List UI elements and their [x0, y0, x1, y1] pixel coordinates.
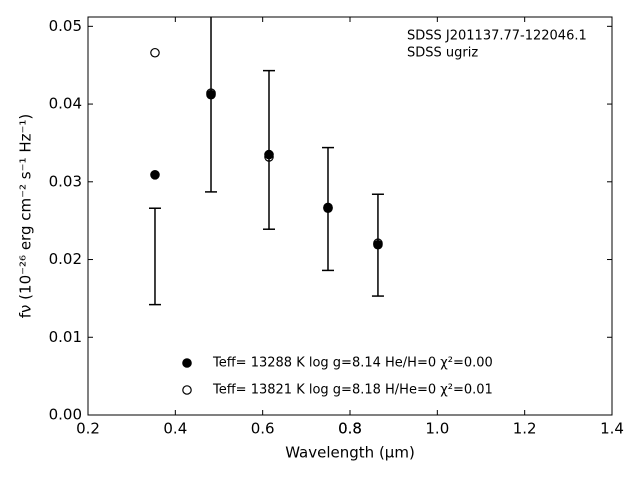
point	[206, 88, 216, 98]
x-tick-label: 0.6	[251, 420, 275, 438]
annotation: SDSS J201137.77-122046.1	[407, 29, 587, 44]
x-tick-label: 1.4	[600, 420, 624, 438]
y-axis-label: fν (10⁻²⁶ erg cm⁻² s⁻¹ Hz⁻¹)	[17, 114, 35, 319]
y-tick-label: 0.01	[49, 328, 82, 346]
y-tick-label: 0.03	[49, 172, 82, 190]
legend-marker	[182, 385, 192, 395]
point	[150, 47, 160, 58]
x-tick-label: 1.0	[425, 420, 449, 438]
point	[323, 203, 333, 214]
point	[264, 152, 274, 162]
x-tick-label: 0.8	[338, 420, 362, 438]
x-tick-label: 0.4	[163, 420, 187, 438]
x-tick-label: 0.2	[76, 420, 100, 438]
annotation: SDSS ugriz	[407, 46, 478, 61]
y-tick-label: 0.00	[49, 406, 82, 424]
point	[150, 170, 160, 180]
x-tick-label: 0.8	[338, 420, 362, 438]
error-bar	[148, 207, 161, 306]
legend-label: Teff= 13821 K log g=8.18 H/He=0 χ²=0.01	[212, 383, 493, 398]
x-tick-label: 1.2	[513, 420, 537, 438]
x-axis-label: Wavelength (μm)	[285, 444, 415, 462]
y-tick-label: 0.05	[49, 17, 82, 35]
legend-label: Teff= 13288 K log g=8.14 He/H=0 χ²=0.00	[212, 356, 493, 371]
y-tick-label: 0.04	[49, 95, 82, 113]
point	[264, 149, 274, 160]
point	[373, 238, 383, 249]
plot-area	[148, 17, 384, 306]
y-tick-label: 0.02	[49, 250, 82, 268]
legend-marker	[182, 358, 192, 368]
